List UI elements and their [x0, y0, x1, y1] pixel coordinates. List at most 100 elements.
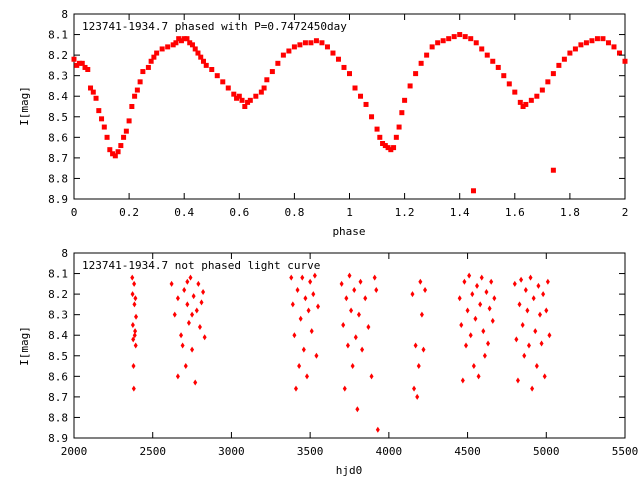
data-point [214, 73, 220, 79]
data-point [239, 97, 245, 103]
data-point [311, 291, 316, 298]
data-point [129, 104, 135, 109]
data-point [429, 44, 435, 50]
data-point [600, 36, 606, 42]
data-point [525, 307, 530, 314]
data-point [304, 373, 309, 380]
y-tick-label: 8.7 [48, 152, 68, 165]
data-point [407, 83, 413, 89]
data-point [537, 311, 542, 318]
data-point [547, 332, 552, 339]
data-point [191, 293, 196, 300]
data-point [181, 36, 187, 42]
y-tick-label: 8.8 [48, 411, 68, 424]
x-tick-label: 1.4 [450, 206, 470, 219]
data-point [203, 62, 209, 68]
data-point [145, 64, 151, 70]
y-tick-label: 8.5 [48, 111, 68, 124]
data-point [198, 54, 204, 60]
data-point [292, 332, 297, 339]
x-tick-label: 0.6 [229, 206, 249, 219]
data-point [209, 67, 215, 72]
data-point [202, 334, 207, 341]
data-point [85, 67, 91, 72]
data-point [341, 64, 347, 70]
data-point [435, 40, 441, 46]
y-tick-label: 8.1 [48, 29, 68, 42]
data-point [522, 352, 527, 359]
data-point [350, 363, 355, 370]
data-point [542, 373, 547, 380]
x-tick-label: 0.8 [284, 206, 304, 219]
data-point [93, 95, 99, 101]
data-point [526, 342, 531, 349]
data-point [269, 69, 275, 75]
data-point [253, 93, 259, 99]
data-point [481, 328, 486, 335]
data-point [578, 42, 584, 48]
data-point [468, 332, 473, 339]
data-point [572, 46, 578, 52]
data-point [118, 143, 124, 149]
data-point [187, 40, 193, 46]
data-point [190, 346, 195, 353]
data-point [201, 289, 206, 296]
data-point [312, 272, 317, 279]
data-point [342, 385, 347, 392]
data-point [391, 145, 397, 151]
data-point [330, 50, 336, 56]
data-point [199, 299, 204, 306]
data-point [261, 85, 267, 91]
data-point [179, 332, 184, 339]
data-point [82, 64, 88, 70]
data-point [306, 307, 311, 314]
data-point [130, 321, 135, 328]
data-point [523, 101, 529, 107]
data-point [300, 274, 305, 281]
data-point [413, 71, 419, 77]
data-point [530, 385, 535, 392]
y-tick-label: 8.1 [48, 268, 68, 281]
data-point [178, 38, 184, 44]
x-tick-label: 2500 [139, 445, 166, 458]
data-point [234, 95, 240, 101]
data-point [297, 42, 303, 48]
data-point [358, 278, 363, 285]
data-point [594, 36, 600, 42]
data-point [372, 274, 377, 281]
data-point [413, 342, 418, 349]
data-point [366, 324, 371, 330]
y-tick-label: 8.3 [48, 309, 68, 322]
data-point [539, 340, 544, 347]
chart-title: 123741-1934.7 not phased light curve [82, 259, 320, 272]
data-point [132, 301, 137, 308]
data-point [415, 393, 420, 400]
data-point [200, 58, 206, 64]
x-tick-label: 5000 [533, 445, 560, 458]
data-point [382, 143, 388, 149]
data-point [258, 89, 264, 95]
data-point [380, 141, 386, 146]
x-tick-label: 3000 [218, 445, 245, 458]
data-point [512, 280, 517, 287]
data-point [457, 295, 462, 302]
data-point [101, 124, 107, 130]
data-point [523, 287, 528, 293]
data-point [360, 346, 365, 353]
data-point [130, 274, 135, 281]
data-point [220, 79, 226, 85]
data-point [539, 87, 545, 93]
y-tick-label: 8.5 [48, 350, 68, 363]
x-tick-label: 0 [71, 206, 78, 219]
data-point [421, 346, 426, 353]
data-point [77, 60, 83, 66]
data-point [295, 287, 300, 293]
y-tick-label: 8.9 [48, 193, 68, 206]
data-point [309, 328, 314, 335]
data-point [536, 282, 541, 289]
x-tick-label: 4500 [454, 445, 481, 458]
x-tick-label: 5500 [612, 445, 639, 458]
data-point [465, 307, 470, 314]
x-tick-label: 0.2 [119, 206, 139, 219]
